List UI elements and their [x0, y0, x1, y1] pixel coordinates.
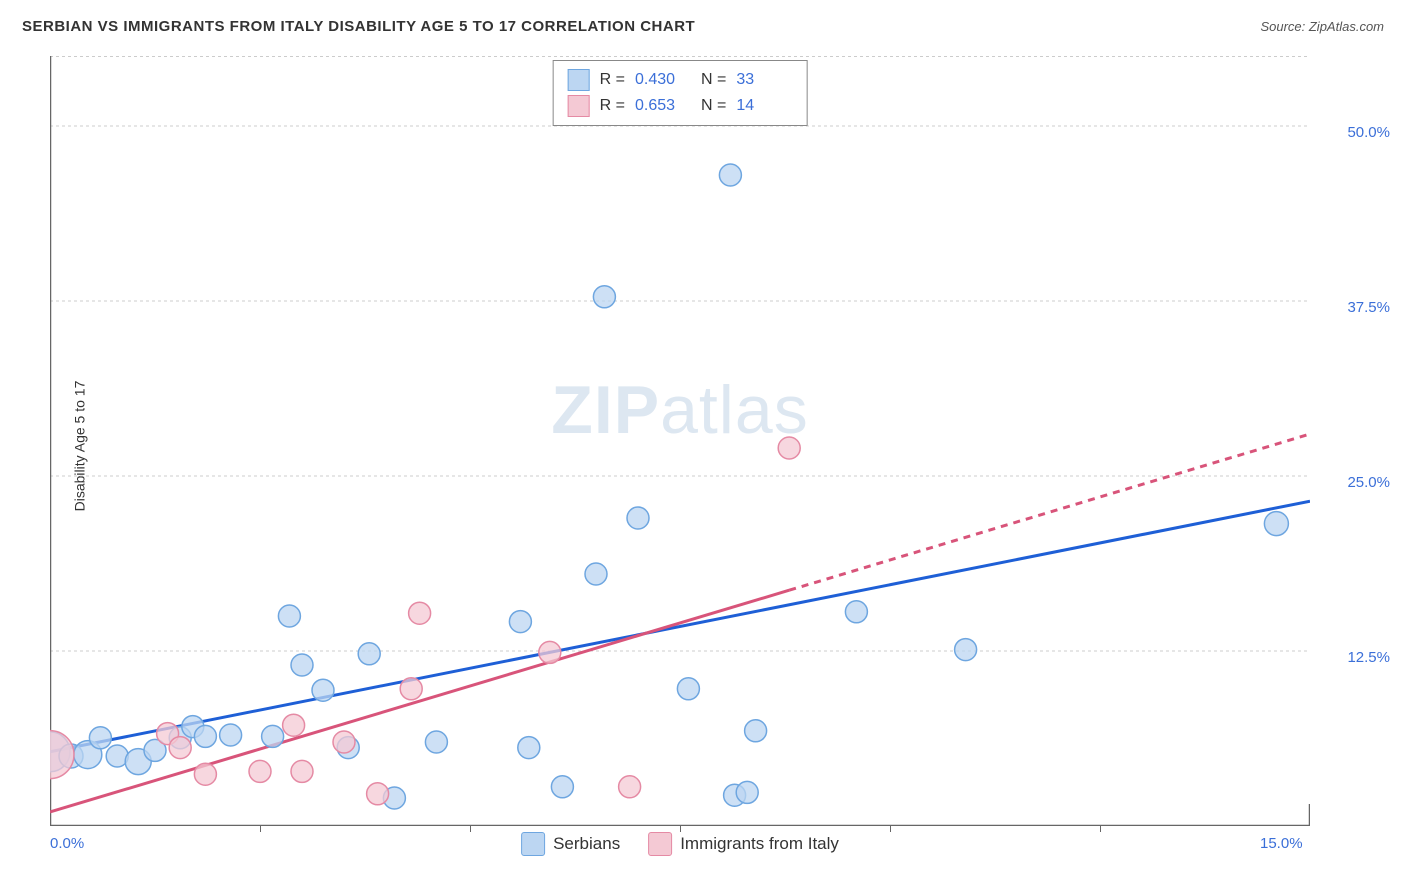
- legend-row-italy: R = 0.653 N = 14: [568, 93, 793, 119]
- scatter-point: [593, 286, 615, 308]
- legend-swatch-serbians: [568, 69, 590, 91]
- r-value-italy: 0.653: [635, 97, 691, 115]
- scatter-point: [278, 605, 300, 627]
- legend-series: Serbians Immigrants from Italy: [521, 832, 839, 856]
- scatter-point: [551, 776, 573, 798]
- legend-swatch-italy: [568, 95, 590, 117]
- scatter-point: [262, 725, 284, 747]
- chart-plot-area: 12.5%25.0%37.5%50.0% 0.0%15.0% ZIPatlas …: [50, 56, 1310, 826]
- scatter-point: [367, 783, 389, 805]
- legend-row-serbians: R = 0.430 N = 33: [568, 67, 793, 93]
- n-value-serbians: 33: [736, 71, 792, 89]
- x-tick-mark: [470, 826, 471, 832]
- scatter-point: [509, 611, 531, 633]
- scatter-point: [736, 781, 758, 803]
- legend-swatch-serbians-icon: [521, 832, 545, 856]
- source-label: Source: ZipAtlas.com: [1260, 19, 1384, 34]
- x-tick-mark: [1100, 826, 1101, 832]
- scatter-point: [249, 760, 271, 782]
- scatter-point: [291, 760, 313, 782]
- scatter-point: [194, 763, 216, 785]
- r-label: R =: [600, 71, 625, 89]
- n-label: N =: [701, 71, 726, 89]
- n-value-italy: 14: [736, 97, 792, 115]
- r-label: R =: [600, 97, 625, 115]
- scatter-point: [89, 727, 111, 749]
- x-tick-mark: [890, 826, 891, 832]
- scatter-point: [358, 643, 380, 665]
- scatter-point: [291, 654, 313, 676]
- scatter-point: [845, 601, 867, 623]
- scatter-point: [955, 639, 977, 661]
- scatter-point: [539, 641, 561, 663]
- scatter-point: [1264, 512, 1288, 536]
- scatter-point: [400, 678, 422, 700]
- legend-item-serbians: Serbians: [521, 832, 620, 856]
- r-value-serbians: 0.430: [635, 71, 691, 89]
- y-tick-label: 12.5%: [1347, 649, 1390, 666]
- scatter-point: [194, 725, 216, 747]
- scatter-point: [50, 731, 74, 779]
- legend-item-italy: Immigrants from Italy: [648, 832, 839, 856]
- legend-label-italy: Immigrants from Italy: [680, 834, 839, 854]
- scatter-point: [677, 678, 699, 700]
- y-tick-label: 25.0%: [1347, 474, 1390, 491]
- chart-title: SERBIAN VS IMMIGRANTS FROM ITALY DISABIL…: [22, 18, 695, 35]
- legend-correlation-box: R = 0.430 N = 33 R = 0.653 N = 14: [553, 60, 808, 126]
- scatter-point: [719, 164, 741, 186]
- chart-svg: [50, 56, 1310, 826]
- scatter-point: [585, 563, 607, 585]
- y-tick-label: 50.0%: [1347, 124, 1390, 141]
- x-tick-mark: [260, 826, 261, 832]
- scatter-point: [409, 602, 431, 624]
- scatter-point: [425, 731, 447, 753]
- x-tick-label: 0.0%: [50, 835, 84, 852]
- scatter-point: [619, 776, 641, 798]
- scatter-point: [169, 737, 191, 759]
- y-tick-label: 37.5%: [1347, 299, 1390, 316]
- scatter-point: [778, 437, 800, 459]
- x-tick-label: 15.0%: [1260, 835, 1303, 852]
- scatter-point: [745, 720, 767, 742]
- scatter-point: [312, 679, 334, 701]
- scatter-point: [518, 737, 540, 759]
- scatter-point: [627, 507, 649, 529]
- scatter-point: [220, 724, 242, 746]
- legend-label-serbians: Serbians: [553, 834, 620, 854]
- scatter-point: [333, 731, 355, 753]
- scatter-point: [283, 714, 305, 736]
- legend-swatch-italy-icon: [648, 832, 672, 856]
- n-label: N =: [701, 97, 726, 115]
